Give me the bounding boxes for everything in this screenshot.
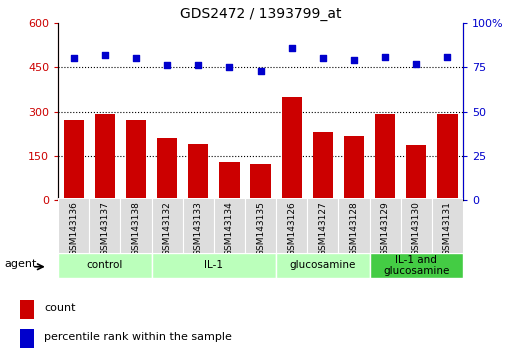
Bar [276, 198, 307, 253]
Point [256, 68, 264, 74]
Point [287, 45, 295, 51]
Text: control: control [86, 261, 123, 270]
Text: GSM143126: GSM143126 [287, 201, 295, 256]
Bar [89, 198, 120, 253]
Point [194, 63, 202, 68]
Bar [312, 132, 332, 200]
Point [318, 56, 326, 61]
Bar [431, 198, 462, 253]
Bar [182, 198, 214, 253]
Text: GSM143137: GSM143137 [100, 201, 109, 256]
Bar [94, 114, 115, 200]
Bar [152, 198, 182, 253]
Text: GSM143130: GSM143130 [411, 201, 420, 256]
Text: GSM143129: GSM143129 [380, 201, 389, 256]
Point [163, 63, 171, 68]
Point [412, 61, 420, 67]
Bar [276, 253, 369, 278]
Point [70, 56, 78, 61]
Bar [157, 138, 177, 200]
Bar [374, 114, 394, 200]
Bar [369, 198, 400, 253]
Point [100, 52, 109, 58]
Text: GSM143128: GSM143128 [349, 201, 358, 256]
Bar [58, 253, 152, 278]
Bar [338, 198, 369, 253]
Text: GSM143133: GSM143133 [193, 201, 203, 256]
Bar [343, 136, 364, 200]
Text: GSM143134: GSM143134 [225, 201, 233, 256]
Bar [120, 198, 152, 253]
Text: GSM143136: GSM143136 [69, 201, 78, 256]
Bar [64, 120, 84, 200]
Bar [188, 144, 208, 200]
Text: count: count [44, 303, 75, 313]
Bar [219, 162, 239, 200]
Point [442, 54, 450, 59]
Text: agent: agent [5, 259, 37, 269]
Text: GSM143132: GSM143132 [162, 201, 171, 256]
Bar [369, 253, 462, 278]
Bar [400, 198, 431, 253]
Bar [436, 114, 457, 200]
Point [349, 57, 358, 63]
Bar [281, 97, 301, 200]
Bar [244, 198, 276, 253]
Bar [58, 198, 89, 253]
Text: percentile rank within the sample: percentile rank within the sample [44, 332, 231, 342]
Text: GSM143135: GSM143135 [256, 201, 265, 256]
Text: GSM143138: GSM143138 [131, 201, 140, 256]
Bar [406, 144, 426, 200]
Point [132, 56, 140, 61]
Title: GDS2472 / 1393799_at: GDS2472 / 1393799_at [179, 7, 341, 21]
Point [380, 54, 388, 59]
Text: IL-1: IL-1 [204, 261, 223, 270]
Text: IL-1 and
glucosamine: IL-1 and glucosamine [382, 255, 448, 276]
Bar [20, 329, 34, 348]
Bar [20, 300, 34, 319]
Bar [152, 253, 276, 278]
Bar [126, 120, 146, 200]
Text: GSM143131: GSM143131 [442, 201, 451, 256]
Text: glucosamine: glucosamine [289, 261, 356, 270]
Point [225, 64, 233, 70]
Text: GSM143127: GSM143127 [318, 201, 327, 256]
Bar [307, 198, 338, 253]
Bar [250, 164, 270, 200]
Bar [214, 198, 244, 253]
